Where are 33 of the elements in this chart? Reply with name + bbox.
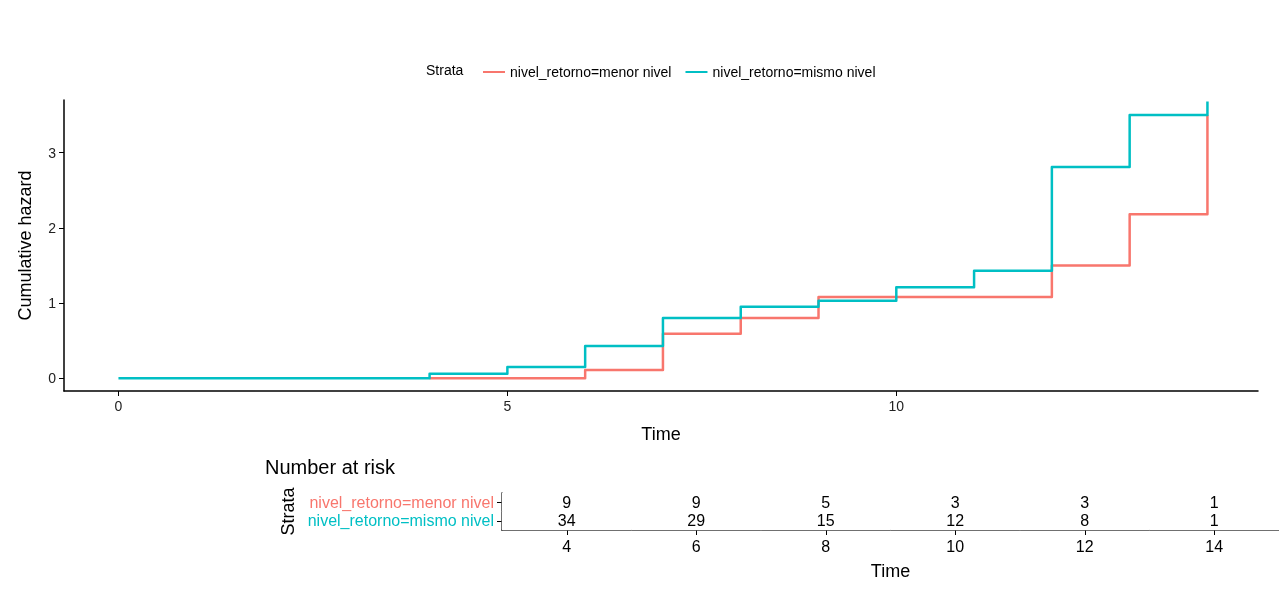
data-label: 1 bbox=[1209, 512, 1219, 530]
x-tick-label: 10 bbox=[888, 398, 905, 414]
legend-label: nivel_retorno=mismo nivel bbox=[712, 64, 876, 80]
x-tick-label: 10 bbox=[946, 537, 965, 555]
y-tick-label: 1 bbox=[48, 295, 57, 312]
data-label: 29 bbox=[687, 512, 706, 530]
y-tick-label: 2 bbox=[48, 219, 57, 236]
x-tick-label: 5 bbox=[503, 398, 512, 414]
x-tick-label: 4 bbox=[562, 537, 572, 555]
x-tick-label: 14 bbox=[1205, 537, 1224, 555]
y-tick-label: 3 bbox=[48, 144, 57, 161]
legend-title: Strata bbox=[426, 62, 464, 78]
y-tick-label: 0 bbox=[48, 370, 57, 387]
text: Number at risk bbox=[265, 456, 397, 478]
data-label: 3 bbox=[1080, 493, 1090, 511]
data-label: 9 bbox=[562, 493, 572, 511]
y-axis-title: Strata bbox=[277, 486, 298, 536]
data-label: 8 bbox=[1080, 512, 1090, 530]
x-axis-title: Time bbox=[870, 561, 911, 581]
y-axis-title: Cumulative hazard bbox=[15, 170, 35, 321]
x-tick-label: 6 bbox=[691, 537, 701, 555]
data-label: 1 bbox=[1209, 493, 1219, 511]
data-label: 34 bbox=[557, 512, 576, 530]
legend-label: nivel_retorno=menor nivel bbox=[510, 64, 672, 80]
data-label: 3 bbox=[950, 493, 960, 511]
data-label: 12 bbox=[946, 512, 965, 530]
data-label: 15 bbox=[816, 512, 835, 530]
data-label: 9 bbox=[691, 493, 701, 511]
x-axis-title: Time bbox=[641, 424, 681, 444]
x-tick-label: 8 bbox=[821, 537, 831, 555]
x-tick-label: 0 bbox=[114, 398, 123, 414]
data-label: 5 bbox=[821, 493, 831, 511]
x-tick-label: 12 bbox=[1075, 537, 1094, 555]
